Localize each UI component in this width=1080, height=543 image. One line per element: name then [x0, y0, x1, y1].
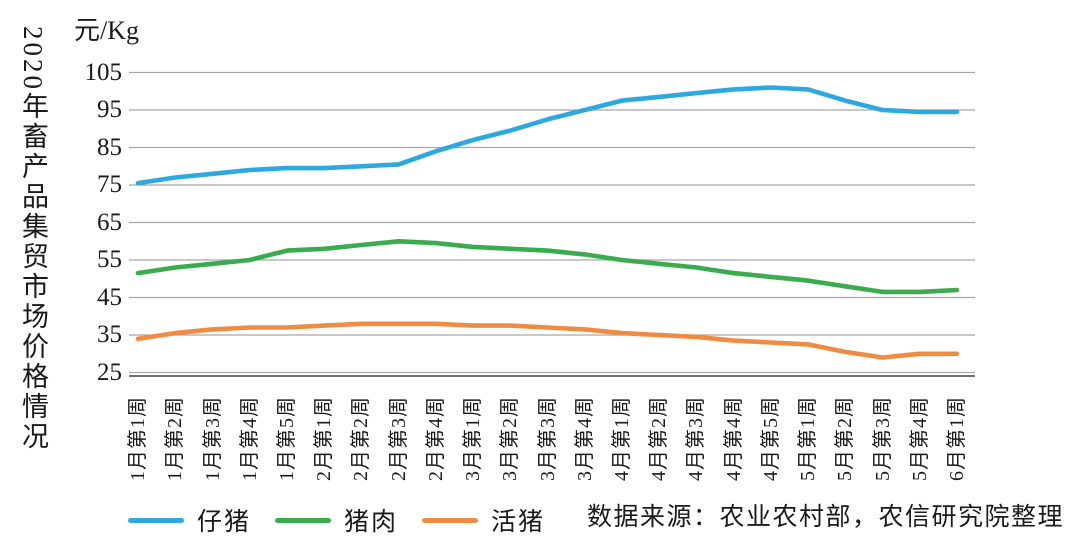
legend-label-piglet: 仔猪: [197, 509, 252, 536]
chart-title: 2020年畜产品集贸市场价格情况: [18, 26, 48, 452]
legend-label-live-hog: 活猪: [491, 509, 546, 536]
legend-item-live-hog: 活猪: [422, 502, 545, 538]
x-tick-label: 3月第2周: [499, 396, 522, 481]
legend-item-pork: 猪肉: [275, 502, 398, 538]
pork-line-swatch-icon: [275, 517, 332, 523]
y-tick-label-95: 95: [97, 96, 122, 123]
piglet-line-swatch-icon: [128, 517, 184, 523]
x-tick-label: 3月第3周: [536, 396, 559, 481]
y-tick-label-35: 35: [97, 321, 122, 348]
y-tick-label-85: 85: [97, 133, 122, 161]
x-tick-label: 1月第5周: [275, 396, 298, 481]
y-tick-label-55: 55: [97, 246, 122, 273]
source-note: 数据来源：农业农村部，农信研究院整理: [586, 504, 1064, 531]
series-line-pork: [135, 239, 960, 295]
y-tick-label-25: 25: [97, 358, 122, 386]
x-tick-label: 5月第3周: [871, 396, 894, 481]
x-tick-label: 4月第5周: [759, 396, 782, 481]
x-tick-label: 4月第2周: [648, 396, 671, 481]
legend-label-pork: 猪肉: [344, 509, 399, 536]
x-tick-label: 4月第1周: [611, 396, 633, 481]
legend: 仔猪 猪肉 活猪: [128, 502, 569, 538]
x-tick-label: 3月第4周: [573, 396, 596, 481]
live-hog-line-swatch-icon: [422, 517, 479, 523]
x-tick-label: 5月第2周: [834, 396, 857, 481]
series-line-live-hog: [135, 321, 960, 360]
y-axis-unit-label: 元/Kg: [74, 16, 140, 45]
x-tick-label: 2月第4周: [424, 396, 447, 481]
x-tick-label: 3月第1周: [462, 396, 484, 481]
x-tick-label: 2月第3周: [387, 396, 410, 481]
x-tick-label: 4月第4周: [722, 396, 745, 481]
x-tick-label: 6月第1周: [946, 396, 968, 481]
x-tick-label: 2月第2周: [350, 396, 373, 481]
y-tick-label-65: 65: [97, 208, 122, 236]
x-tick-label: 5月第4周: [908, 396, 931, 481]
legend-item-piglet: 仔猪: [128, 502, 251, 538]
y-tick-label-75: 75: [97, 171, 122, 198]
x-tick-label: 4月第3周: [685, 396, 708, 481]
x-tick-label: 1月第4周: [238, 396, 261, 481]
x-tick-label: 5月第1周: [797, 396, 820, 481]
series-line-piglet: [135, 85, 960, 186]
x-tick-label: 1月第1周: [127, 396, 149, 481]
x-tick-label: 1月第3周: [201, 396, 224, 481]
x-tick-label: 2月第1周: [313, 396, 336, 481]
y-tick-label-105: 105: [84, 58, 123, 86]
x-tick-label: 1月第2周: [164, 396, 187, 481]
y-tick-label-45: 45: [97, 283, 122, 311]
